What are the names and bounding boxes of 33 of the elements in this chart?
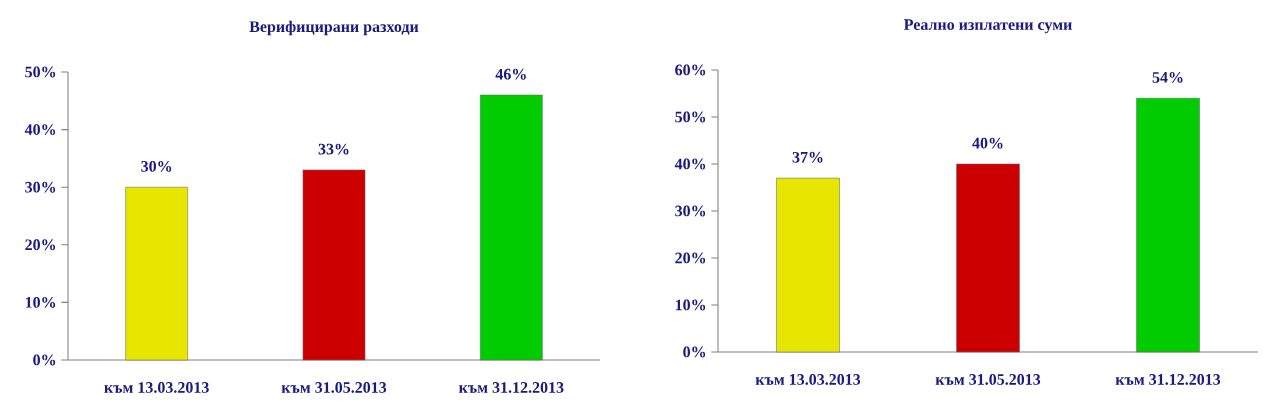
data-label: 30% bbox=[141, 160, 172, 172]
y-tick-label: 40% bbox=[674, 158, 706, 170]
data-label: 40% bbox=[972, 137, 1003, 149]
bar bbox=[1136, 97, 1200, 353]
y-tick-label: 10% bbox=[25, 296, 56, 308]
bar bbox=[480, 94, 543, 361]
y-tick-label: 60% bbox=[675, 64, 706, 76]
y-tick-label: 50% bbox=[675, 111, 706, 123]
data-label: 46% bbox=[495, 68, 526, 80]
data-label: 54% bbox=[1152, 71, 1183, 83]
y-tick-label: 10% bbox=[675, 299, 706, 311]
bar bbox=[956, 163, 1020, 353]
bar bbox=[776, 177, 840, 353]
chart-title: Верифицирани разходи bbox=[249, 20, 419, 36]
x-tick-label: към 13.03.2013 bbox=[755, 374, 861, 385]
y-tick-label: 0% bbox=[33, 354, 56, 366]
x-tick-label: към 31.12.2013 bbox=[1115, 374, 1221, 385]
y-tick-label: 30% bbox=[25, 181, 56, 193]
y-tick-label: 30% bbox=[675, 205, 706, 217]
x-tick-label: към 31.05.2013 bbox=[935, 374, 1041, 385]
y-tick-label: 20% bbox=[675, 252, 706, 264]
data-label: 33% bbox=[318, 143, 349, 155]
y-tick-label: 40% bbox=[24, 124, 56, 136]
x-tick-label: към 31.12.2013 bbox=[458, 382, 564, 393]
bar bbox=[302, 169, 366, 361]
y-tick-label: 0% bbox=[683, 346, 706, 358]
chart-title: Реално изплатени суми bbox=[903, 19, 1072, 34]
y-tick-label: 20% bbox=[25, 239, 56, 251]
bar bbox=[125, 186, 188, 361]
x-tick-label: към 31.05.2013 bbox=[281, 382, 387, 393]
data-label: 37% bbox=[792, 151, 823, 163]
x-tick-label: към 13.03.2013 bbox=[104, 382, 209, 393]
y-tick-label: 50% bbox=[25, 66, 56, 78]
